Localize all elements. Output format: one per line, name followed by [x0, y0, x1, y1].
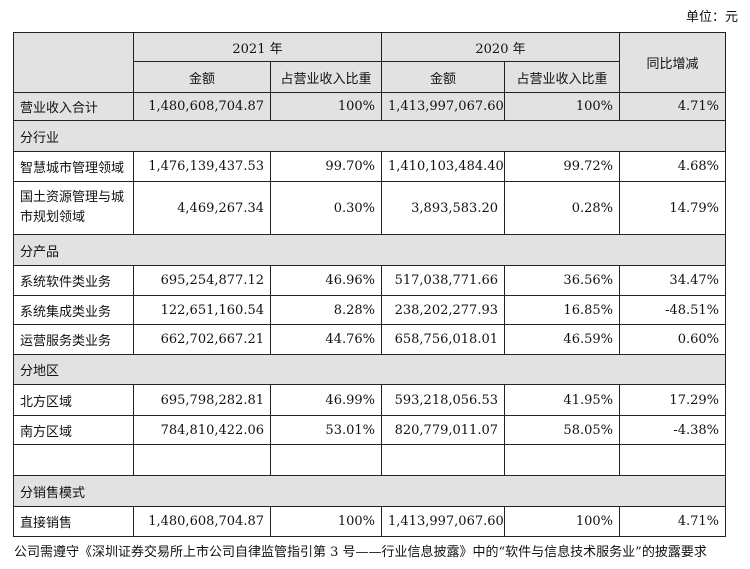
section-label: 分地区	[13, 354, 726, 385]
header-amount-2020: 金额	[381, 61, 505, 93]
amount-2020: 593,218,056.53	[381, 384, 505, 416]
header-year-2021: 2021 年	[133, 32, 382, 62]
header-row-columns: 金额 占营业收入比重 金额 占营业收入比重	[14, 61, 726, 93]
ratio-2020: 99.72%	[504, 151, 620, 182]
amount-2021: 1,480,608,704.87	[133, 506, 271, 537]
empty-cell	[133, 444, 271, 476]
ratio-2021: 0.30%	[270, 181, 382, 235]
section-row-product: 分产品	[13, 234, 726, 266]
empty-cell	[504, 444, 620, 476]
table-row: 智慧城市管理领域 1,476,139,437.53 99.70% 1,410,1…	[13, 151, 726, 182]
yoy-change: 4.71%	[619, 506, 726, 537]
ratio-2021: 53.01%	[270, 415, 382, 445]
amount-2020: 1,410,103,484.40	[381, 151, 505, 182]
ratio-2020: 100%	[504, 92, 620, 121]
row-label: 系统软件类业务	[13, 265, 134, 296]
revenue-table: 2021 年 2020 年 同比增减 金额 占营业收入比重 金额 占营业收入比重…	[13, 32, 726, 537]
header-row-years: 2021 年 2020 年 同比增减	[13, 32, 726, 93]
section-row-region: 分地区	[13, 354, 726, 385]
ratio-2021: 8.28%	[270, 295, 382, 325]
yoy-change: 4.71%	[619, 92, 726, 121]
unit-label: 单位：元	[685, 10, 738, 25]
empty-cell	[619, 444, 726, 476]
ratio-2020: 41.95%	[504, 384, 620, 416]
row-label: 系统集成类业务	[13, 295, 134, 325]
section-label: 分产品	[13, 234, 726, 266]
amount-2020: 3,893,583.20	[381, 181, 505, 235]
header-year-2020: 2020 年	[381, 32, 620, 62]
table-row-empty	[13, 444, 726, 476]
empty-cell	[13, 444, 134, 476]
yoy-change: 17.29%	[619, 384, 726, 416]
yoy-change: 0.60%	[619, 324, 726, 355]
ratio-2021: 44.76%	[270, 324, 382, 355]
ratio-2020: 100%	[504, 506, 620, 537]
table-row: 直接销售 1,480,608,704.87 100% 1,413,997,067…	[13, 506, 726, 537]
table-row: 南方区域 784,810,422.06 53.01% 820,779,011.0…	[13, 415, 726, 445]
ratio-2021: 99.70%	[270, 151, 382, 182]
amount-2021: 662,702,667.21	[133, 324, 271, 355]
header-blank-cell	[13, 32, 134, 93]
yoy-change: 34.47%	[619, 265, 726, 296]
table-row-total: 营业收入合计 1,480,608,704.87 100% 1,413,997,0…	[13, 92, 726, 121]
table-row: 运营服务类业务 662,702,667.21 44.76% 658,756,01…	[13, 324, 726, 355]
ratio-2021: 46.96%	[270, 265, 382, 296]
yoy-change: 14.79%	[619, 181, 726, 235]
section-row-sales-mode: 分销售模式	[13, 475, 726, 507]
ratio-2021: 100%	[270, 92, 382, 121]
header-yoy: 同比增减	[619, 32, 726, 93]
ratio-2020: 36.56%	[504, 265, 620, 296]
ratio-2020: 16.85%	[504, 295, 620, 325]
header-ratio-2020: 占营业收入比重	[504, 61, 620, 93]
section-row-industry: 分行业	[13, 120, 726, 152]
yoy-change: -48.51%	[619, 295, 726, 325]
table-row: 北方区域 695,798,282.81 46.99% 593,218,056.5…	[13, 384, 726, 416]
amount-2020: 1,413,997,067.60	[381, 506, 505, 537]
amount-2020: 820,779,011.07	[381, 415, 505, 445]
yoy-change: -4.38%	[619, 415, 726, 445]
amount-2021: 1,476,139,437.53	[133, 151, 271, 182]
table-row: 系统软件类业务 695,254,877.12 46.96% 517,038,77…	[13, 265, 726, 296]
ratio-2020: 46.59%	[504, 324, 620, 355]
amount-2021: 1,480,608,704.87	[133, 92, 271, 121]
section-label: 分销售模式	[13, 475, 726, 507]
amount-2020: 1,413,997,067.60	[381, 92, 505, 121]
empty-cell	[270, 444, 382, 476]
amount-2021: 122,651,160.54	[133, 295, 271, 325]
amount-2020: 517,038,771.66	[381, 265, 505, 296]
section-label: 分行业	[13, 120, 726, 152]
table-row: 系统集成类业务 122,651,160.54 8.28% 238,202,277…	[13, 295, 726, 325]
row-label: 直接销售	[13, 506, 134, 537]
header-amount-2021: 金额	[133, 61, 271, 93]
row-label: 南方区域	[13, 415, 134, 445]
row-label: 营业收入合计	[13, 92, 134, 121]
ratio-2021: 46.99%	[270, 384, 382, 416]
ratio-2020: 58.05%	[504, 415, 620, 445]
row-label: 智慧城市管理领域	[13, 151, 134, 182]
empty-cell	[381, 444, 505, 476]
table-row: 国土资源管理与城市规划领域 4,469,267.34 0.30% 3,893,5…	[13, 181, 726, 235]
header-ratio-2021: 占营业收入比重	[270, 61, 382, 93]
row-label: 国土资源管理与城市规划领域	[13, 181, 134, 235]
amount-2021: 695,254,877.12	[133, 265, 271, 296]
row-label: 运营服务类业务	[13, 324, 134, 355]
ratio-2021: 100%	[270, 506, 382, 537]
amount-2020: 658,756,018.01	[381, 324, 505, 355]
amount-2021: 695,798,282.81	[133, 384, 271, 416]
ratio-2020: 0.28%	[504, 181, 620, 235]
amount-2020: 238,202,277.93	[381, 295, 505, 325]
amount-2021: 784,810,422.06	[133, 415, 271, 445]
footer-note: 公司需遵守《深圳证券交易所上市公司自律监管指引第 3 号——行业信息披露》中的“…	[14, 545, 707, 560]
row-label: 北方区域	[13, 384, 134, 416]
amount-2021: 4,469,267.34	[133, 181, 271, 235]
yoy-change: 4.68%	[619, 151, 726, 182]
